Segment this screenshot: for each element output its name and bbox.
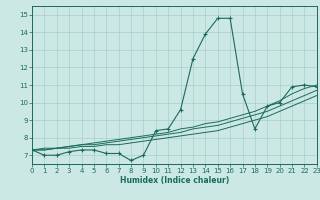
X-axis label: Humidex (Indice chaleur): Humidex (Indice chaleur) <box>120 176 229 185</box>
